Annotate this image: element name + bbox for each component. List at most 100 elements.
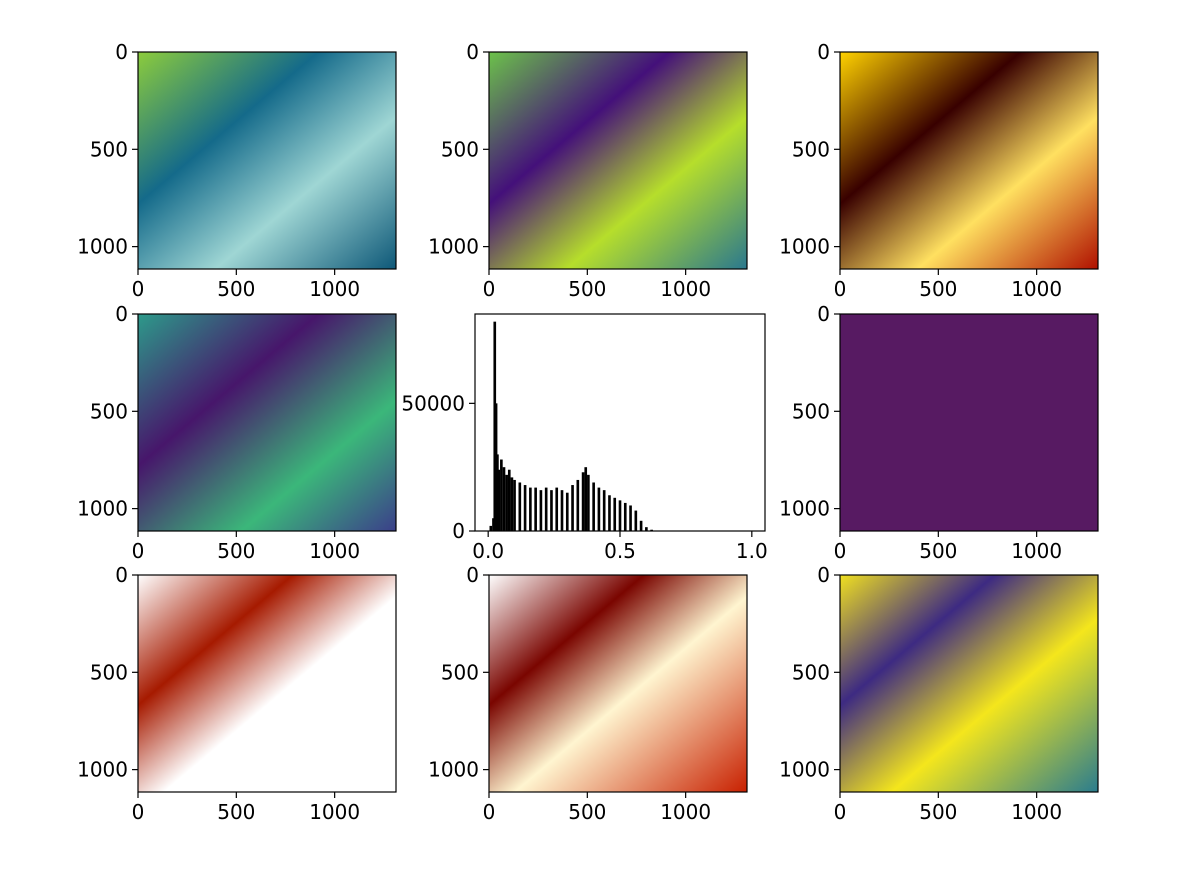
y-tick-label-1: 500: [441, 660, 479, 684]
y-tick-label-0: 0: [466, 40, 479, 64]
y-tick-label-2: 1000: [428, 235, 479, 259]
histogram-bar-23: [576, 479, 580, 531]
axes-frame-1: [137, 51, 397, 270]
histogram-bar-29: [602, 490, 606, 531]
histogram-bar-21: [565, 492, 569, 531]
x-tick-label-0: 0: [834, 277, 847, 301]
histogram-bar-14: [529, 487, 532, 531]
x-tick-label-2: 1000: [309, 539, 360, 563]
histogram-bar-0: [489, 525, 493, 531]
histogram-bar-30: [608, 495, 611, 531]
axes-frame-9: [839, 574, 1099, 793]
histogram-bar-22: [571, 485, 574, 531]
x-tick-label-2: 1000: [309, 800, 360, 824]
image-panel-6: [840, 314, 1098, 531]
y-tick-label-0: 0: [817, 563, 830, 587]
histogram-bar-13: [523, 485, 527, 531]
histogram-bar-33: [623, 502, 627, 531]
histogram-bar-8: [505, 474, 508, 531]
x-tick-label-2: 1000: [660, 800, 711, 824]
y-tick-label-2: 1000: [77, 758, 128, 782]
histogram-bar-31: [613, 497, 617, 531]
histogram-bar-27: [592, 482, 595, 531]
y-tick-label-1: 500: [792, 137, 830, 161]
x-tick-label-1: 500: [919, 800, 957, 824]
y-tick-label-2: 1000: [779, 758, 830, 782]
x-tick-label-0: 0.0: [472, 539, 504, 563]
y-tick-label-1: 500: [792, 660, 830, 684]
image-panel-7: [138, 575, 396, 792]
histogram-bar-35: [634, 510, 638, 531]
x-tick-label-1: 0.5: [604, 539, 636, 563]
y-tick-label-1: 500: [90, 399, 128, 423]
histogram-bar-11: [513, 479, 516, 531]
y-tick-label-2: 1000: [779, 497, 830, 521]
histogram-bar-6: [500, 459, 503, 531]
axes-frame-3: [839, 51, 1099, 270]
histogram-bar-9: [507, 469, 511, 531]
histogram-bar-28: [597, 487, 601, 531]
subplot-5: 0.0 0.5 1.0 0 50000: [401, 313, 768, 563]
histogram-bar-37: [645, 527, 648, 531]
y-tick-label-0: 0: [115, 302, 128, 326]
image-panel-8: [489, 575, 747, 792]
x-tick-label-0: 0: [483, 800, 496, 824]
image-panel-9: [840, 575, 1098, 792]
axes-frame-2: [488, 51, 748, 270]
x-tick-label-0: 0: [483, 277, 496, 301]
histogram-bar-19: [555, 487, 559, 531]
image-panel-4: [138, 314, 396, 531]
x-tick-label-0: 0: [132, 800, 145, 824]
y-tick-label-1: 50000: [401, 391, 465, 415]
x-tick-label-0: 0: [834, 539, 847, 563]
y-tick-label-1: 500: [90, 137, 128, 161]
histogram-bar-10: [510, 477, 514, 531]
image-panel-2: [489, 52, 747, 269]
y-tick-label-2: 1000: [779, 235, 830, 259]
y-tick-label-1: 500: [90, 660, 128, 684]
histogram-bar-17: [544, 487, 548, 531]
y-tick-label-1: 500: [441, 137, 479, 161]
histogram-bar-7: [502, 467, 506, 531]
histogram-bar-18: [550, 490, 553, 531]
histogram-bar-38: [650, 529, 653, 531]
x-tick-label-0: 0: [132, 539, 145, 563]
x-tick-label-0: 0: [834, 800, 847, 824]
y-tick-label-2: 1000: [77, 497, 128, 521]
histogram-bar-26: [587, 474, 590, 531]
y-tick-label-2: 1000: [428, 758, 479, 782]
x-tick-label-1: 500: [568, 277, 606, 301]
histogram-bar-32: [618, 500, 622, 531]
x-tick-label-2: 1.0: [736, 539, 768, 563]
x-tick-label-1: 500: [217, 800, 255, 824]
x-tick-label-1: 500: [217, 539, 255, 563]
y-tick-label-0: 0: [115, 40, 128, 64]
y-tick-label-1: 500: [792, 399, 830, 423]
histogram-bar-20: [560, 490, 564, 531]
histogram-bar-15: [534, 487, 537, 531]
axes-frame-8: [488, 574, 748, 793]
axes-frame-7: [137, 574, 397, 793]
y-tick-label-0: 0: [452, 519, 465, 543]
x-tick-label-2: 1000: [309, 277, 360, 301]
axes-frame-6: [839, 313, 1099, 532]
histogram-background: [475, 314, 765, 531]
histogram-bar-25: [584, 467, 588, 531]
x-tick-label-2: 1000: [1011, 800, 1062, 824]
histogram-bar-36: [639, 520, 643, 531]
x-tick-label-2: 1000: [1011, 277, 1062, 301]
x-tick-label-0: 0: [132, 277, 145, 301]
histogram-bar-34: [629, 505, 632, 531]
histogram-bar-5: [497, 469, 501, 531]
y-tick-label-0: 0: [115, 563, 128, 587]
axes-frame-4: [137, 313, 397, 532]
x-tick-label-1: 500: [217, 277, 255, 301]
